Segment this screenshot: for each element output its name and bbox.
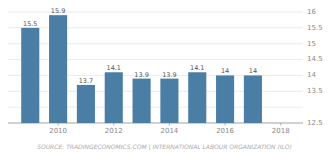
y-tick-label: 15 xyxy=(307,40,316,48)
y-tick-label: 16 xyxy=(307,8,316,16)
y-axis: 12.5 13.5 14 14.5 15 15.5 16 xyxy=(307,8,323,127)
x-tick xyxy=(225,123,226,126)
bar xyxy=(216,75,234,123)
bar xyxy=(188,72,206,123)
bar xyxy=(105,72,123,123)
data-label: 14 xyxy=(221,67,229,75)
y-tick-label: 14.5 xyxy=(307,55,323,63)
x-tick-label: 2014 xyxy=(161,127,179,135)
x-tick xyxy=(58,123,59,126)
y-tick-label: 14 xyxy=(307,71,316,79)
grid xyxy=(8,12,303,123)
data-label: 15.5 xyxy=(23,20,37,28)
data-label: 14 xyxy=(249,67,257,75)
data-label: 15.9 xyxy=(51,7,65,15)
bar xyxy=(160,79,178,123)
x-tick xyxy=(113,123,114,126)
x-tick-label: 2010 xyxy=(49,127,67,135)
x-tick-label: 2012 xyxy=(105,127,123,135)
data-label: 13.9 xyxy=(162,71,176,79)
chart-svg: 12.513.51414.51515.516201020122014201620… xyxy=(0,0,329,153)
bar xyxy=(77,85,95,123)
y-tick-label: 15.5 xyxy=(307,24,323,32)
data-label: 14.1 xyxy=(190,64,204,72)
data-label: 14.1 xyxy=(107,64,121,72)
source-note: SOURCE: TRADINGECONOMICS.COM | INTERNATI… xyxy=(37,143,292,151)
bar xyxy=(244,75,262,123)
chart-container: 12.513.51414.51515.516201020122014201620… xyxy=(0,0,329,153)
bar xyxy=(21,28,39,123)
data-label: 13.7 xyxy=(79,77,93,85)
x-tick xyxy=(169,123,170,126)
x-axis: 2010 2012 2014 2016 2018 xyxy=(8,123,303,135)
data-labels: 15.5 15.9 13.7 14.1 13.9 13.9 14.1 14 14 xyxy=(23,7,257,85)
y-tick-label: 13.5 xyxy=(307,87,323,95)
x-tick xyxy=(280,123,281,126)
bar xyxy=(49,15,67,123)
y-tick-label: 12.5 xyxy=(307,119,323,127)
bar xyxy=(133,79,151,123)
bars xyxy=(21,15,262,123)
x-tick-label: 2018 xyxy=(272,127,290,135)
x-tick-label: 2016 xyxy=(216,127,234,135)
data-label: 13.9 xyxy=(134,71,148,79)
